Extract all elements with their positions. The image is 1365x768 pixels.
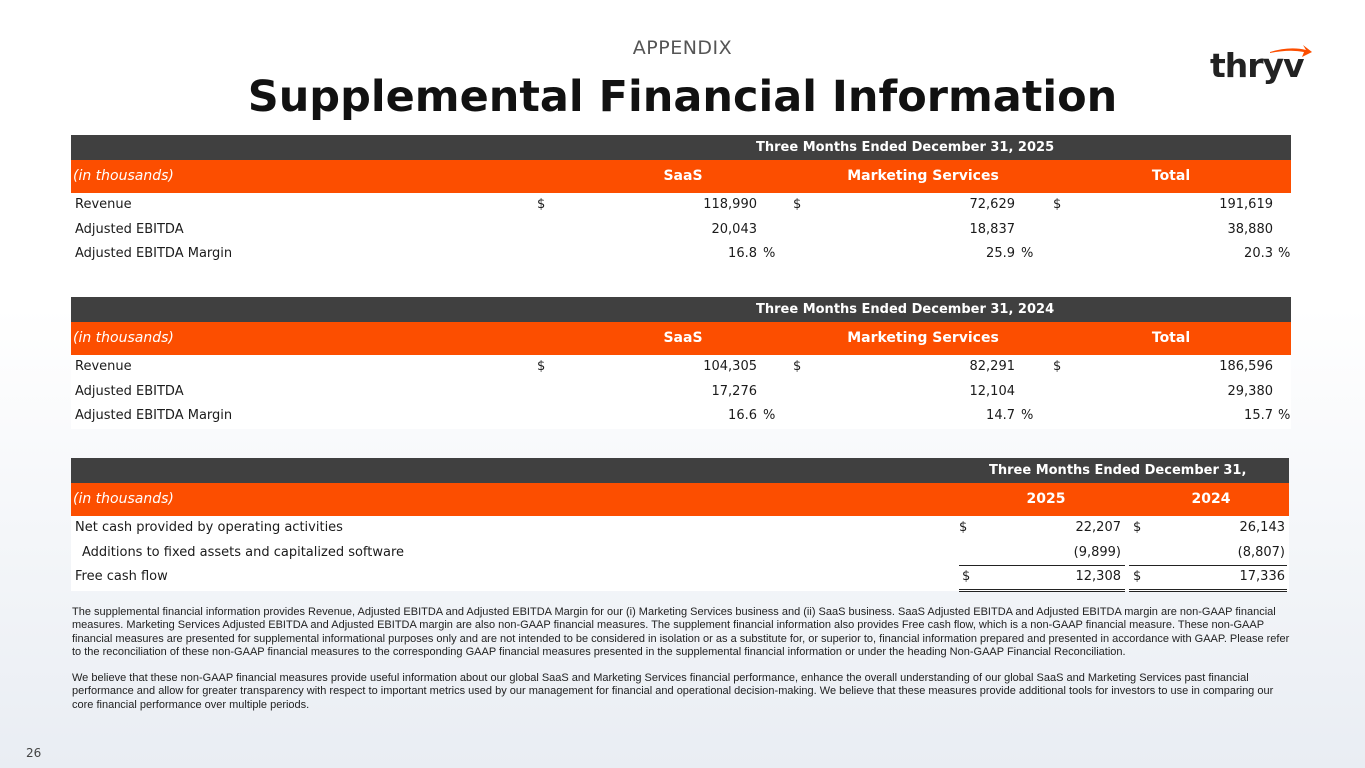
table-row: Free cash flow $ 12,308 $ 17,336 (71, 565, 1289, 590)
row-label: Adjusted EBITDA Margin (75, 246, 233, 261)
ms-value: 25.9 (986, 246, 1015, 261)
section-label: APPENDIX (632, 37, 733, 59)
row-label: Free cash flow (75, 569, 168, 584)
row-label: Adjusted EBITDA (75, 383, 184, 399)
table-row: Additions to fixed assets and capitalize… (71, 541, 1289, 566)
value-2025: 12,308 (1075, 569, 1122, 584)
currency-symbol: $ (1133, 520, 1142, 535)
period-title: Three Months Ended December 31, 2024 (756, 302, 1055, 317)
currency-symbol: $ (959, 520, 968, 535)
percent-sign: % (1278, 246, 1291, 261)
col-saas: SaaS (663, 330, 703, 346)
saas-value: 118,990 (703, 197, 757, 212)
unit-label: (in thousands) (73, 491, 174, 507)
footnotes: The supplemental financial information p… (72, 606, 1297, 725)
value-2024: 17,336 (1239, 569, 1286, 584)
total-value: 191,619 (1219, 197, 1273, 212)
table-column-header: (in thousands) SaaS Marketing Services T… (71, 322, 1291, 355)
percent-sign: % (1021, 408, 1034, 423)
period-title: Three Months Ended December 31, (989, 463, 1247, 478)
total-value: 186,596 (1219, 359, 1273, 374)
ms-value: 12,104 (969, 383, 1016, 399)
row-label: Net cash provided by operating activitie… (75, 520, 343, 535)
logo-wordmark: thryv (1210, 46, 1305, 85)
currency-symbol: $ (1053, 197, 1062, 212)
ms-value: 72,629 (969, 197, 1016, 212)
saas-value: 104,305 (703, 359, 757, 374)
saas-value: 20,043 (711, 221, 758, 237)
table-row: Adjusted EBITDA Margin 16.8 % 25.9 % 20.… (71, 242, 1291, 267)
thryv-logo: thryv (1210, 44, 1314, 88)
table-row: Adjusted EBITDA 17,276 12,104 29,380 (71, 380, 1291, 405)
row-label: Revenue (75, 359, 132, 374)
subtotal-rule (1129, 565, 1287, 566)
unit-label: (in thousands) (73, 330, 174, 346)
footnote-paragraph: We believe that these non-GAAP financial… (72, 672, 1274, 711)
table-body: Revenue $ 104,305 $ 82,291 $ 186,596 Adj… (71, 355, 1291, 429)
segment-table-2025: Three Months Ended December 31, 2025 (in… (71, 135, 1291, 267)
total-value: 15.7 (1244, 408, 1273, 423)
value-2025: (9,899) (1073, 544, 1121, 560)
currency-symbol: $ (1133, 569, 1142, 584)
currency-symbol: $ (1053, 359, 1062, 374)
value-2024: (8,807) (1237, 544, 1285, 560)
row-label: Adjusted EBITDA Margin (75, 408, 233, 423)
logo-arrow-icon (1270, 45, 1312, 57)
currency-symbol: $ (962, 569, 971, 584)
table-column-header: (in thousands) SaaS Marketing Services T… (71, 160, 1291, 193)
saas-value: 16.8 (728, 246, 757, 261)
total-value: 20.3 (1244, 246, 1273, 261)
table-column-header: (in thousands) 2025 2024 (71, 483, 1289, 516)
table-row: Adjusted EBITDA Margin 16.6 % 14.7 % 15.… (71, 404, 1291, 429)
currency-symbol: $ (793, 359, 802, 374)
table-period-header: Three Months Ended December 31, 2025 (71, 135, 1291, 160)
footnote-paragraph: The supplemental financial information p… (72, 606, 1290, 658)
saas-value: 17,276 (711, 383, 758, 399)
page-number: 26 (26, 746, 42, 760)
saas-value: 16.6 (728, 408, 757, 423)
table-body: Revenue $ 118,990 $ 72,629 $ 191,619 Adj… (71, 193, 1291, 267)
col-total: Total (1151, 168, 1191, 184)
percent-sign: % (763, 246, 776, 261)
total-value: 38,880 (1227, 221, 1274, 237)
total-double-rule (959, 589, 1125, 592)
unit-label: (in thousands) (73, 168, 174, 184)
table-row: Revenue $ 104,305 $ 82,291 $ 186,596 (71, 355, 1291, 380)
ms-value: 18,837 (969, 221, 1016, 237)
table-period-header: Three Months Ended December 31, (71, 458, 1289, 483)
currency-symbol: $ (793, 197, 802, 212)
ms-value: 82,291 (969, 359, 1016, 374)
free-cash-flow-table: Three Months Ended December 31, (in thou… (71, 458, 1289, 592)
col-2024: 2024 (1191, 491, 1231, 507)
currency-symbol: $ (537, 359, 546, 374)
currency-symbol: $ (537, 197, 546, 212)
row-label: Adjusted EBITDA (75, 221, 184, 237)
row-label: Revenue (75, 197, 132, 212)
percent-sign: % (1021, 246, 1034, 261)
table-period-header: Three Months Ended December 31, 2024 (71, 297, 1291, 322)
col-marketing-services: Marketing Services (847, 330, 999, 346)
col-saas: SaaS (663, 168, 703, 184)
value-2025: 22,207 (1075, 520, 1122, 535)
total-value: 29,380 (1227, 383, 1274, 399)
total-double-rule (1129, 589, 1287, 592)
table-body: Net cash provided by operating activitie… (71, 516, 1289, 592)
row-label: Additions to fixed assets and capitalize… (82, 544, 405, 560)
value-2024: 26,143 (1239, 520, 1286, 535)
table-row: Adjusted EBITDA 20,043 18,837 38,880 (71, 218, 1291, 243)
table-row: Revenue $ 118,990 $ 72,629 $ 191,619 (71, 193, 1291, 218)
table-row: Net cash provided by operating activitie… (71, 516, 1289, 541)
ms-value: 14.7 (986, 408, 1015, 423)
col-total: Total (1151, 330, 1191, 346)
segment-table-2024: Three Months Ended December 31, 2024 (in… (71, 297, 1291, 429)
percent-sign: % (1278, 408, 1291, 423)
subtotal-rule (959, 565, 1125, 566)
page-title: Supplemental Financial Information (247, 72, 1118, 122)
period-title: Three Months Ended December 31, 2025 (756, 140, 1055, 155)
col-marketing-services: Marketing Services (847, 168, 999, 184)
percent-sign: % (763, 408, 776, 423)
col-2025: 2025 (1026, 491, 1066, 507)
